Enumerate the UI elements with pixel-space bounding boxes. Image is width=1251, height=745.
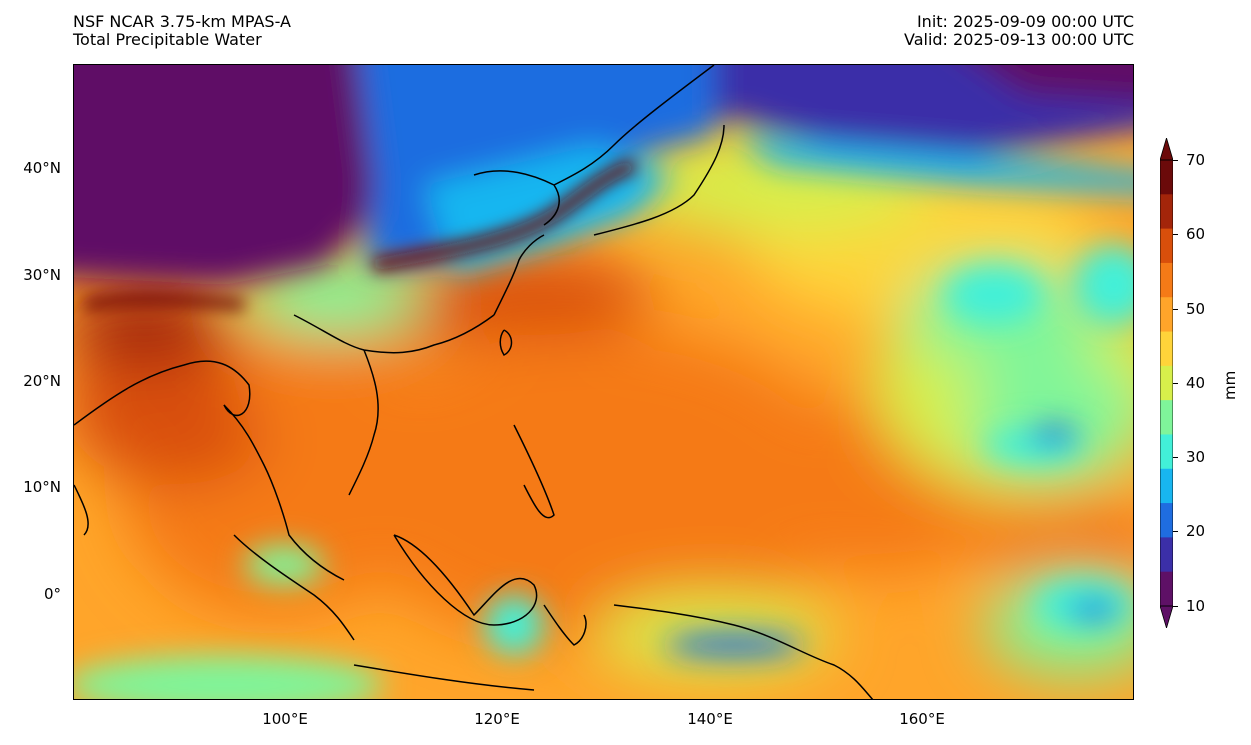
colorbar-tick-mark (1173, 309, 1178, 310)
colorbar (1160, 138, 1173, 628)
lat-label-10n: 10°N (23, 478, 61, 496)
colorbar-band (1160, 194, 1173, 230)
colorbar-tick-50: 50 (1186, 300, 1206, 318)
colorbar-bands (1160, 160, 1173, 607)
colorbar-unit-label: mm (1221, 370, 1239, 400)
colorbar-band (1160, 297, 1173, 333)
colorbar-band (1160, 468, 1173, 504)
map-timestamps: Init: 2025-09-09 00:00 UTC Valid: 2025-0… (904, 13, 1134, 49)
colorbar-band (1160, 503, 1173, 538)
moisture-field (74, 135, 1133, 675)
lat-label-40n: 40°N (23, 159, 61, 177)
colorbar-band (1160, 331, 1173, 367)
valid-time: Valid: 2025-09-13 00:00 UTC (903, 30, 1134, 49)
lat-label-0: 0° (43, 585, 61, 603)
colorbar-tick-mark (1173, 160, 1178, 161)
lat-label-20n: 20°N (23, 372, 61, 390)
colorbar-tick-30: 30 (1186, 448, 1206, 466)
map-title: NSF NCAR 3.75-km MPAS-A Total Precipitab… (73, 13, 291, 49)
lon-label-100e: 100°E (262, 710, 308, 728)
colorbar-band (1160, 365, 1173, 401)
colorbar-band (1160, 400, 1173, 435)
colorbar-tick-mark (1173, 531, 1178, 532)
map-panel (73, 64, 1134, 700)
colorbar-band (1160, 262, 1173, 298)
moist-axis (83, 158, 637, 310)
colorbar-tick-mark (1173, 457, 1178, 458)
colorbar-max-extend (1160, 138, 1173, 161)
colorbar-tick-20: 20 (1186, 522, 1206, 540)
colorbar-min-extend (1160, 605, 1173, 628)
lon-label-120e: 120°E (474, 710, 520, 728)
model-name: NSF NCAR 3.75-km MPAS-A (73, 12, 291, 31)
dry-air-field (74, 65, 1133, 699)
coastlines (74, 65, 874, 699)
colorbar-band (1160, 434, 1173, 470)
colorbar-tick-40: 40 (1186, 374, 1206, 392)
colorbar-outline (1160, 159, 1173, 607)
colorbar-band (1160, 571, 1173, 607)
lon-label-140e: 140°E (687, 710, 733, 728)
colorbar-tick-70: 70 (1186, 151, 1206, 169)
colorbar-tick-mark (1173, 606, 1178, 607)
colorbar-band (1160, 160, 1173, 195)
lon-label-160e: 160°E (899, 710, 945, 728)
precipitable-water-map (74, 65, 1133, 699)
colorbar-tick-60: 60 (1186, 225, 1206, 243)
colorbar-tick-10: 10 (1186, 597, 1206, 615)
init-time: Init: 2025-09-09 00:00 UTC (916, 12, 1134, 31)
colorbar-tick-mark (1173, 383, 1178, 384)
lat-label-30n: 30°N (23, 266, 61, 284)
colorbar-band (1160, 228, 1173, 264)
colorbar-tick-mark (1173, 234, 1178, 235)
colorbar-band (1160, 537, 1173, 573)
field-name: Total Precipitable Water (73, 30, 262, 49)
